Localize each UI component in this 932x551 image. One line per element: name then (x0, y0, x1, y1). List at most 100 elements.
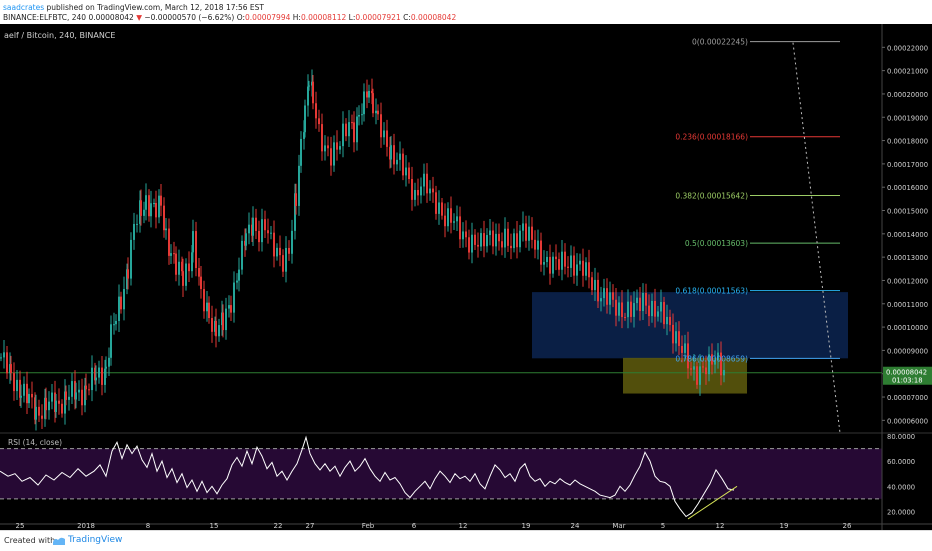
price-tick-label: 0.00017000 (887, 161, 928, 169)
low-value: 0.00007921 (355, 13, 401, 22)
candle-body (380, 114, 382, 138)
candle-body (564, 251, 566, 267)
candle-body (285, 247, 287, 272)
candle-body (104, 368, 106, 385)
candle-body (705, 367, 707, 375)
candle-body (327, 145, 329, 149)
candle-body (386, 130, 388, 147)
candle-body (651, 300, 653, 317)
candle-body (23, 383, 25, 396)
candle-body (510, 245, 512, 249)
candle-body (225, 308, 227, 331)
candle-body (435, 192, 437, 214)
rsi-line (0, 435, 735, 518)
candle-body (699, 366, 701, 385)
candle-body (456, 216, 458, 222)
candle-body (678, 331, 680, 346)
candle-body (708, 354, 710, 375)
rsi-tick-label: 80.0000 (887, 433, 915, 441)
candle-body (618, 302, 620, 316)
candle-body (318, 118, 320, 125)
candle-body (333, 142, 335, 166)
chart-title: aelf / Bitcoin, 240, BINANCE (4, 31, 115, 40)
candle-body (3, 352, 5, 358)
candle-body (459, 216, 461, 240)
chart-area[interactable]: 0(0.00022245) 0.236(0.00018166) 0.382(0.00… (0, 24, 932, 530)
candle-body (606, 288, 608, 305)
publish-info: published on TradingView.com, March 12, … (44, 3, 265, 12)
created-with-label: Created with (4, 536, 56, 545)
candle-body (371, 90, 373, 94)
price-chart-svg[interactable]: 0(0.00022245) 0.236(0.00018166) 0.382(0.00… (0, 24, 932, 530)
candle-body (636, 297, 638, 304)
time-tick-label: 5 (661, 522, 665, 530)
candle-body (150, 203, 152, 217)
time-tick-label: 24 (571, 522, 580, 530)
candle-body (399, 153, 401, 160)
price-tick-label: 0.00018000 (887, 138, 928, 146)
price-tick-label: 0.00012000 (887, 277, 928, 285)
support-zone-box (623, 357, 747, 394)
candle-body (408, 167, 410, 180)
candle-body (321, 124, 323, 152)
candle-body (558, 259, 560, 270)
candle-body (61, 403, 63, 414)
candle-body (573, 255, 575, 276)
time-tick-label: 12 (716, 522, 725, 530)
candle-body (540, 240, 542, 265)
candle-body (390, 145, 392, 160)
tradingview-brand[interactable]: TradingView (68, 535, 123, 545)
candle-body (414, 189, 416, 200)
current-price-badge (883, 366, 932, 385)
candle-body (615, 299, 617, 316)
candle-body (356, 116, 358, 143)
candle-body (85, 385, 87, 390)
fib-label-0.382: 0.382(0.00015642) (675, 192, 748, 201)
candle-body (241, 240, 243, 270)
candle-body (342, 123, 344, 147)
candle-body (105, 366, 107, 369)
candle-body (525, 223, 527, 241)
candle-body (516, 233, 518, 248)
tradingview-logo-icon (53, 537, 65, 545)
candle-body (230, 305, 232, 313)
candle-body (228, 305, 230, 309)
candle-body (417, 189, 419, 196)
price-tick-label: 0.00006000 (887, 417, 928, 425)
rsi-divergence-line (687, 485, 738, 520)
candle-body (126, 269, 128, 290)
candle-body (471, 234, 473, 253)
author-link[interactable]: saadcrates (3, 3, 45, 12)
price-tick-label: 0.00016000 (887, 184, 928, 192)
candle-body (20, 395, 22, 398)
price-tick-label: 0.00007000 (887, 394, 928, 402)
candle-body (528, 226, 530, 241)
candle-body (31, 393, 33, 398)
candle-body (255, 217, 257, 231)
candle-body (200, 276, 202, 290)
price-tick-label: 0.00009000 (887, 347, 928, 355)
candle-body (483, 233, 485, 247)
close-label: C: (403, 13, 411, 22)
candle-body (288, 247, 290, 254)
time-tick-label: Feb (362, 522, 375, 530)
candle-body (351, 122, 353, 124)
footer: Created with TradingView (0, 530, 932, 551)
fib-zone-box (532, 292, 848, 359)
candle-body (218, 325, 220, 337)
candle-body (690, 368, 692, 370)
fib-label-0.5: 0.5(0.00013603) (685, 239, 748, 248)
candle-body (612, 292, 614, 300)
candle-body (222, 312, 224, 331)
candle-body (178, 261, 180, 275)
candle-body (273, 232, 275, 257)
candle-body (160, 195, 162, 206)
down-arrow-icon: ▼ (136, 13, 142, 22)
candle-body (438, 202, 440, 214)
candle-body (130, 239, 132, 279)
time-tick-label: 12 (459, 522, 468, 530)
candle-body (279, 247, 281, 256)
candle-body (657, 311, 659, 317)
candle-body (295, 193, 297, 206)
candle-body (13, 373, 15, 392)
